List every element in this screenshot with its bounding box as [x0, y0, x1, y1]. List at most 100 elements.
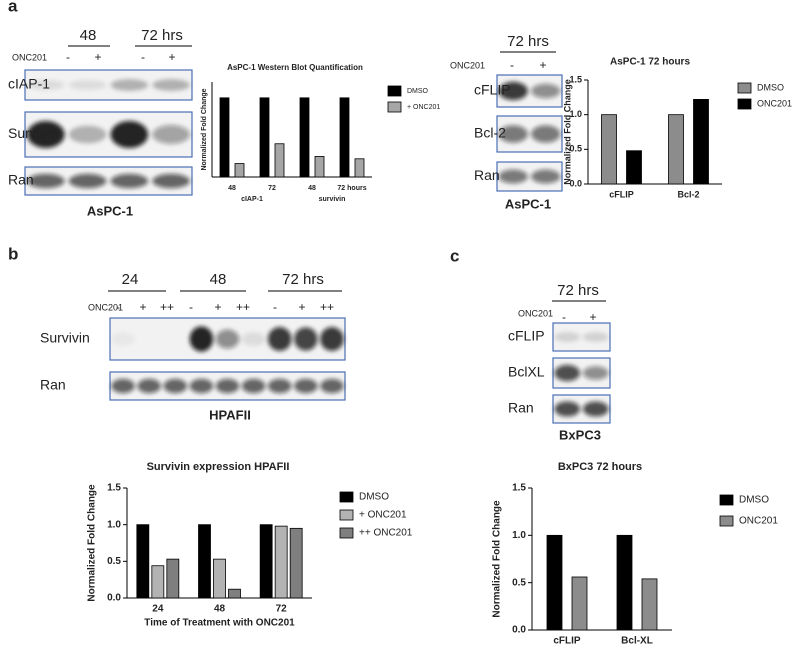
dose-label: ++: [320, 300, 334, 314]
blot-band: [152, 125, 190, 144]
y-tick-label: 0.5: [107, 556, 121, 567]
lane-group-label: 24: [122, 271, 139, 288]
x-tick-label: 48: [214, 604, 226, 615]
row-label: cFLIP: [474, 82, 511, 98]
y-tick-label: 0.0: [107, 593, 121, 604]
blot-band: [68, 125, 107, 144]
bar: [354, 158, 365, 178]
x-tick-label: Bcl-XL: [621, 636, 653, 647]
bar: [136, 524, 150, 599]
bar: [234, 163, 245, 178]
blot-band: [110, 173, 149, 189]
chart-title: AsPC-1 Western Blot Quantification: [227, 63, 363, 72]
bar: [166, 558, 180, 599]
blot-band: [294, 378, 318, 394]
legend-label: ++ ONC201: [359, 528, 413, 539]
legend-label: + ONC201: [407, 104, 440, 111]
y-tick-label: 1.0: [107, 519, 121, 530]
cell-line-label: AsPC-1: [87, 203, 133, 218]
bar: [289, 527, 303, 599]
bar: [274, 525, 288, 599]
row-label: cIAP-1: [8, 76, 50, 92]
blot-band: [68, 80, 107, 90]
dose-label: -: [273, 300, 277, 314]
row-label: Ran: [474, 167, 500, 183]
row-label: Ran: [508, 400, 534, 416]
blot-band: [189, 378, 214, 394]
blot-band: [152, 173, 190, 189]
x-tick-label: cFLIP: [609, 189, 634, 199]
blot-band: [582, 366, 609, 380]
blot-band: [554, 401, 581, 417]
legend-swatch: [719, 515, 734, 527]
blot-band: [531, 83, 561, 99]
bar: [601, 114, 617, 185]
y-axis-label: Normalized Fold Change: [562, 79, 572, 185]
row-label: Bcl-2: [474, 125, 506, 141]
treatment-label: ONC201: [518, 308, 553, 318]
x-tick-label: 72: [268, 185, 276, 192]
bar: [616, 534, 633, 631]
lane-group-label: 72 hrs: [507, 33, 549, 50]
dose-label: -: [510, 58, 514, 72]
y-tick-label: 1.5: [569, 74, 582, 84]
blot-band: [111, 378, 135, 394]
x-tick-label: 48: [228, 185, 236, 192]
y-tick-label: 0.0: [512, 625, 526, 636]
blot-band: [294, 327, 318, 351]
cell-line-label: BxPC3: [559, 427, 601, 442]
legend-label: DMSO: [757, 82, 784, 92]
blot-band: [267, 327, 292, 351]
blot-band: [152, 79, 190, 91]
blot-band: [320, 378, 344, 394]
x-tick-label: 48: [308, 185, 316, 192]
dose-label: -: [562, 310, 566, 324]
blot-band: [582, 401, 609, 417]
lane-group-label: 72 hrs: [282, 271, 324, 288]
legend-swatch: [339, 491, 354, 503]
legend-label: DMSO: [407, 88, 429, 95]
blot-band: [241, 332, 266, 346]
cell-line-label: AsPC-1: [505, 196, 551, 211]
dose-label: +: [298, 300, 305, 314]
chart-title: BxPC3 72 hours: [558, 461, 642, 473]
y-tick-label: 0.0: [569, 178, 582, 188]
blot-band: [27, 173, 65, 189]
blot-band: [582, 332, 609, 342]
lane-group-label: 48: [210, 271, 227, 288]
blot-band: [163, 378, 188, 394]
lane-group-label: 72 hrs: [557, 282, 599, 299]
bar: [299, 97, 310, 178]
bar: [339, 97, 350, 178]
bar: [693, 99, 709, 185]
row-label: Survivin: [8, 125, 58, 141]
panel-label: a: [8, 0, 18, 15]
bar: [259, 524, 273, 599]
bar: [546, 534, 563, 631]
x-tick-label: 72 hours: [337, 185, 366, 192]
bar: [314, 156, 325, 178]
chart-title: Survivin expression HPAFII: [147, 461, 290, 473]
y-tick-label: 0.5: [512, 577, 526, 588]
dose-label: -: [189, 300, 193, 314]
blot-band: [498, 125, 528, 143]
treatment-label: ONC201: [12, 52, 47, 62]
y-axis-label: Normalized Fold Change: [87, 484, 98, 602]
bar: [213, 558, 226, 599]
legend-swatch: [719, 494, 734, 506]
blot-band: [531, 125, 561, 143]
blot-band: [554, 332, 581, 342]
lane-group-label: 48: [80, 27, 97, 44]
row-label: Ran: [40, 377, 66, 393]
blot-band: [110, 79, 149, 91]
bar: [668, 114, 684, 185]
blot-band: [27, 80, 65, 90]
legend-label: ONC201: [739, 516, 778, 527]
dose-label: +: [139, 300, 146, 314]
dose-label: -: [141, 50, 145, 64]
legend-label: DMSO: [359, 492, 389, 503]
x-tick-label: Bcl-2: [677, 189, 699, 199]
y-tick-label: 0.5: [569, 144, 582, 154]
blot-band: [241, 378, 266, 394]
